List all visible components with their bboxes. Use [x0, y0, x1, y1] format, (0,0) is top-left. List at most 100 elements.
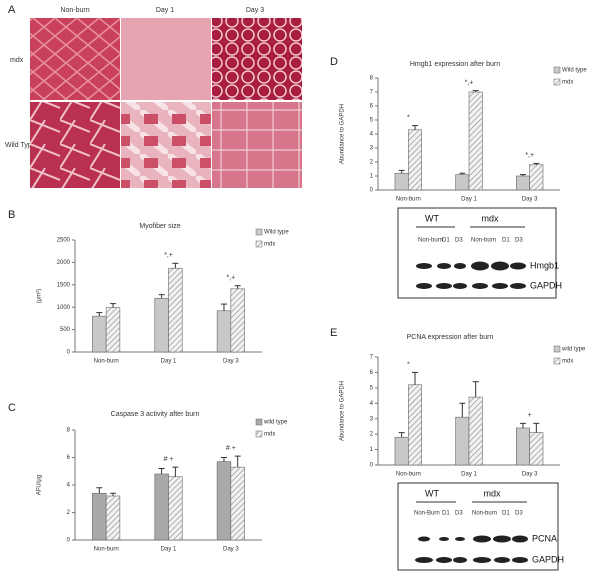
bar-chart: Hmgb1 expression after burn Abundance to … [340, 61, 588, 203]
micrograph [121, 102, 211, 188]
lane-label: D1 [502, 511, 510, 517]
bar-chart: Myofiber size (µm²) 0 500 1000 1500 2000 2500 No… [37, 223, 290, 365]
lane-label: Non-burn [472, 511, 497, 517]
annotation: * [407, 361, 410, 368]
bar [105, 495, 121, 541]
bar [455, 416, 470, 466]
annotation: + [528, 412, 532, 419]
x-tick-label: Day 3 [223, 359, 239, 365]
bar [168, 476, 183, 541]
y-tick-label: 500 [60, 327, 71, 333]
bar-chart: Caspase 3 activity after burn AFU/µg 0 2 4 6 8… [37, 411, 288, 553]
legend-label: Wild type [264, 230, 289, 236]
y-tick-label: 5 [370, 385, 374, 391]
column-label: Day 3 [246, 7, 264, 14]
legend-swatch [553, 66, 561, 74]
bar [168, 267, 183, 353]
micrograph [212, 102, 302, 188]
legend-swatch [255, 228, 263, 236]
y-tick-label: 1 [370, 174, 374, 180]
y-tick-label: 5 [370, 118, 374, 124]
x-tick-label: Non-burn [94, 359, 119, 365]
lane-label: Non-burn [418, 238, 443, 244]
annotation: *,+ [226, 275, 235, 282]
y-axis-label: Abundance to GAPDH [340, 104, 346, 164]
y-tick-label: 2 [67, 510, 71, 516]
x-tick-label: Day 3 [522, 472, 538, 478]
bar [154, 473, 169, 541]
y-tick-label: 8 [370, 76, 374, 82]
legend-label: mdx [562, 359, 573, 365]
y-tick-label: 1500 [57, 282, 71, 288]
bar [92, 492, 107, 541]
x-tick-label: Day 1 [461, 472, 477, 478]
bar [468, 396, 483, 466]
bar [154, 297, 169, 353]
western-blot: WT mdx Non-Burn D1 D3 Non-burn D1 D3 PCN… [397, 482, 564, 571]
y-tick-label: 4 [370, 401, 374, 407]
panel-label: E [330, 327, 337, 339]
bar [394, 436, 409, 466]
legend-swatch [255, 240, 263, 248]
bar [105, 307, 121, 353]
x-tick-label: Day 1 [161, 547, 177, 553]
y-tick-label: 3 [370, 416, 374, 422]
micrograph [30, 102, 120, 188]
chart-title: PCNA expression after burn [407, 334, 494, 341]
panel-label: A [8, 4, 16, 16]
bar [92, 315, 107, 353]
lane-label: D1 [442, 238, 450, 244]
blot-frame [397, 482, 559, 571]
y-tick-label: 6 [67, 455, 71, 461]
y-tick-label: 1000 [57, 305, 71, 311]
panel-label: B [8, 209, 15, 221]
western-blot: WT mdx Non-burn D1 D3 Non-burn D1 D3 Hmg… [397, 207, 562, 299]
legend-label: wild type [263, 420, 288, 426]
bar [516, 427, 530, 466]
bands [416, 261, 526, 289]
bar [216, 461, 232, 541]
annotation: *,+ [465, 79, 474, 86]
legend-label: mdx [264, 432, 275, 438]
y-tick-label: 6 [370, 370, 374, 376]
legend-swatch [255, 418, 263, 426]
x-tick-label: Day 3 [223, 547, 239, 553]
row-label: Wild Type [5, 142, 36, 149]
blot-group: mdx [483, 488, 501, 498]
bar [408, 129, 422, 191]
y-axis-label: Abundance to GAPDH [340, 381, 346, 441]
annotation: # + [164, 456, 174, 463]
row-label: mdx [10, 57, 24, 64]
lane-label: D3 [455, 238, 463, 244]
lane-label: Non-Burn [414, 511, 440, 517]
legend-swatch [553, 78, 561, 86]
chart-title: Caspase 3 activity after burn [111, 411, 200, 418]
blot-group: WT [425, 213, 439, 223]
blot-frame [397, 207, 557, 299]
bar [516, 175, 530, 191]
panel-label: D [330, 56, 338, 68]
y-tick-label: 7 [370, 355, 374, 361]
blot-row: Hmgb1 [530, 260, 559, 270]
legend-swatch [553, 345, 561, 353]
y-tick-label: 6 [370, 104, 374, 110]
lane-label: D1 [442, 511, 450, 517]
y-tick-label: 2000 [57, 260, 71, 266]
bar [230, 288, 245, 353]
y-tick-label: 2 [370, 432, 374, 438]
lane-label: Non-burn [471, 238, 496, 244]
chart-title: Hmgb1 expression after burn [410, 61, 500, 68]
bar [455, 174, 470, 191]
y-tick-label: 2 [370, 160, 374, 166]
bar [216, 310, 232, 353]
y-axis-label: (µm²) [37, 289, 43, 303]
legend-label: Wild type [562, 68, 587, 74]
y-tick-label: 0 [67, 538, 71, 544]
bar-chart: PCNA expression after burn Abundance to G… [340, 334, 586, 478]
micrograph [30, 18, 120, 100]
bands [415, 535, 528, 563]
x-tick-label: Non-burn [396, 472, 421, 478]
panel-label: C [8, 402, 16, 414]
y-tick-label: 2500 [57, 238, 71, 244]
